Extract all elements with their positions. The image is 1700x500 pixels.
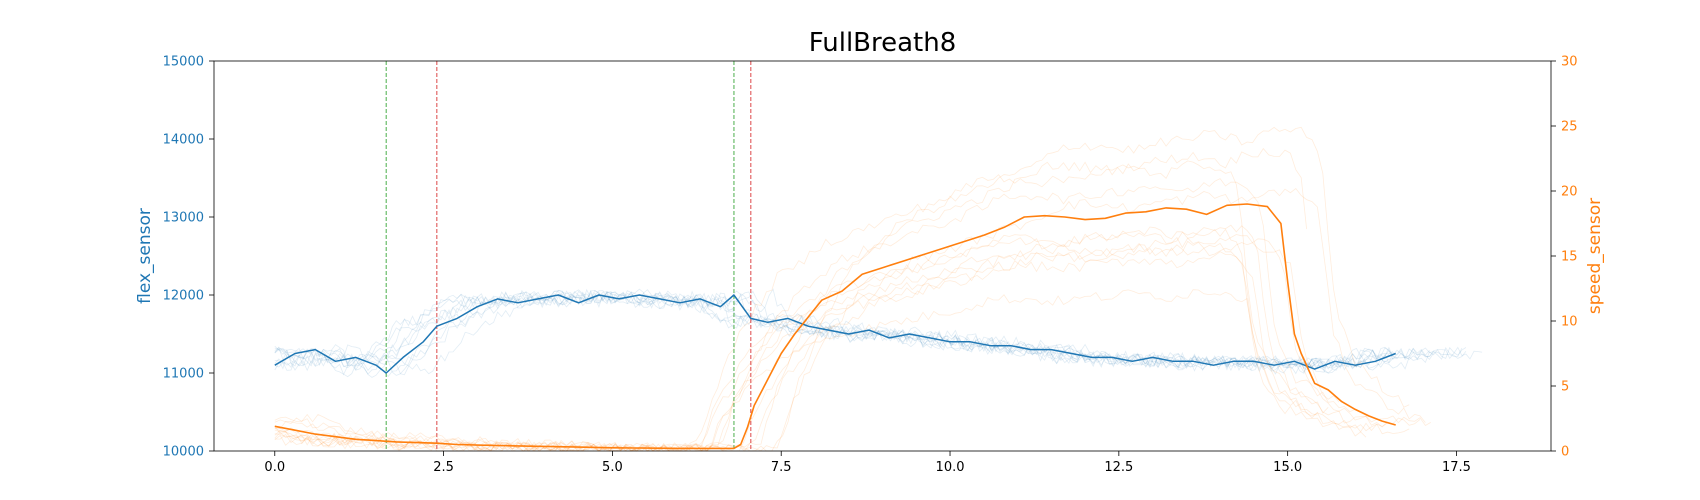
x-tick-label: 17.5 (1442, 460, 1471, 475)
x-tick-label: 7.5 (771, 460, 792, 475)
flex-sensor-line (274, 294, 1396, 374)
faint-speed-trial (274, 160, 1431, 452)
y2-tick-label: 10 (1561, 315, 1578, 330)
faint-speed-trial (274, 240, 1410, 452)
faint-speed-trial (274, 234, 1356, 452)
y-tick-label: 13000 (163, 211, 204, 226)
speed-sensor-line (274, 203, 1396, 450)
faint-flex-trial (274, 288, 1467, 375)
faint-speed-trial (274, 289, 1367, 452)
chart-title: FullBreath8 (809, 28, 957, 58)
x-tick-label: 10.0 (936, 460, 965, 475)
x-tick-label: 5.0 (602, 460, 623, 475)
faint-flex-trial (274, 289, 1434, 378)
y-tick-label: 14000 (163, 133, 204, 148)
x-tick-label: 15.0 (1273, 460, 1302, 475)
y-tick-label: 11000 (163, 367, 204, 382)
y2-axis-label: speed_sensor (1585, 198, 1605, 314)
faint-flex-trial (274, 289, 1394, 376)
y-tick-label: 10000 (163, 445, 204, 460)
plot-frame (213, 60, 1552, 452)
x-tick-label: 0.0 (264, 460, 285, 475)
faint-speed-trial (274, 242, 1340, 452)
faint-speed-trial (274, 147, 1307, 452)
y2-tick-label: 5 (1561, 380, 1569, 395)
y-tick-label: 12000 (163, 289, 204, 304)
event-markers (385, 61, 752, 451)
y2-tick-label: 15 (1561, 250, 1578, 265)
faint-flex-trial (274, 288, 1467, 378)
y-tick-label: 15000 (163, 55, 204, 70)
y2-tick-label: 25 (1561, 120, 1578, 135)
faint-speed-trial (274, 126, 1410, 452)
y2-tick-label: 30 (1561, 55, 1578, 70)
x-tick-label: 2.5 (433, 460, 454, 475)
background-trials (274, 126, 1483, 452)
faint-flex-trial (274, 289, 1463, 374)
faint-speed-trial (274, 228, 1388, 452)
series-layer (274, 203, 1396, 450)
faint-flex-trial (274, 290, 1398, 376)
axes: 0.0 2.5 5.0 7.5 10.0 12.5 15.0 17.5 10000 11000 12… (163, 55, 1578, 476)
x-tick-label: 12.5 (1104, 460, 1133, 475)
faint-speed-trial (274, 187, 1426, 452)
y2-tick-label: 20 (1561, 185, 1578, 200)
y2-tick-label: 0 (1561, 445, 1569, 460)
faint-speed-trial (274, 178, 1421, 452)
faint-speed-trial (274, 224, 1329, 452)
faint-flex-trial (274, 289, 1390, 375)
y-axis-label: flex_sensor (135, 208, 155, 304)
